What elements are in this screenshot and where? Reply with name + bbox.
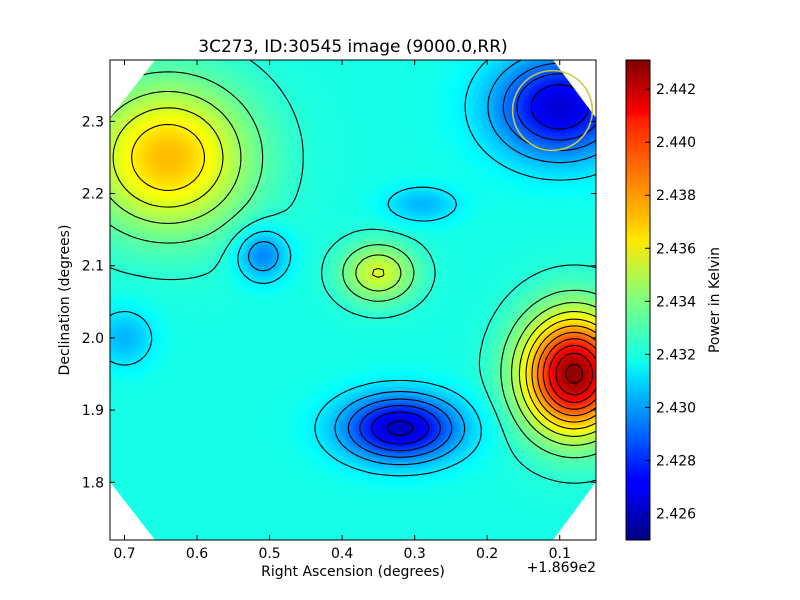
y-axis-label: Declination (degrees)	[57, 225, 73, 376]
colorbar-tick-label: 2.432	[656, 347, 696, 363]
plot-area	[110, 60, 596, 540]
x-tick-label: 0.4	[331, 546, 353, 562]
plot-frame	[109, 59, 597, 541]
x-tick-label: 0.1	[549, 546, 571, 562]
y-tick-label: 2.2	[82, 187, 104, 203]
contour-line	[110, 90, 596, 446]
colorbar-tick-label: 2.440	[656, 135, 696, 151]
x-tick-label: 0.7	[113, 546, 135, 562]
colorbar-tick-label: 2.434	[656, 294, 696, 310]
x-axis: 0.7 0.6 0.5 0.4 0.3 0.2 0.1	[113, 60, 571, 562]
contour-line	[247, 60, 596, 466]
colorbar-tick-label: 2.428	[656, 453, 696, 469]
contour-line	[110, 60, 596, 484]
contour-line	[548, 344, 596, 403]
y-tick-label: 1.9	[82, 403, 104, 419]
colorbar-tick-label: 2.442	[656, 82, 696, 98]
contour-line	[542, 338, 596, 410]
y-tick-label: 2.0	[82, 331, 104, 347]
contour-line	[555, 352, 594, 396]
y-tick-label: 2.3	[82, 114, 104, 130]
colorbar-tick-label: 2.426	[656, 506, 696, 522]
colorbar-gradient	[625, 59, 651, 541]
colorbar-label: Power in Kelvin	[707, 247, 723, 353]
colorbar-tick-label: 2.436	[656, 241, 696, 257]
x-tick-label: 0.5	[258, 546, 280, 562]
x-axis-offset-label: +1.869e2	[527, 560, 596, 576]
y-tick-label: 2.1	[82, 259, 104, 275]
contour-line	[386, 420, 414, 436]
colorbar-ticks: 2.426 2.428 2.430 2.432 2.434 2.436 2.438 2.440…	[645, 82, 696, 522]
y-tick-label: 1.8	[82, 475, 104, 491]
contour-line	[565, 363, 584, 384]
contour-line	[531, 325, 596, 423]
x-tick-label: 0.3	[404, 546, 426, 562]
contour-line	[131, 123, 596, 430]
colorbar: 2.426 2.428 2.430 2.432 2.434 2.436 2.438 2.440…	[625, 59, 723, 541]
contour-line	[537, 331, 596, 417]
contour-line	[112, 107, 596, 437]
x-axis-label: Right Ascension (degrees)	[261, 564, 445, 580]
x-tick-label: 0.2	[476, 546, 498, 562]
heatmap-image	[110, 60, 596, 540]
chart-title: 3C273, ID:30545 image (9000.0,RR)	[198, 37, 507, 57]
beam-marker	[511, 69, 594, 152]
contour-line	[110, 60, 596, 477]
colorbar-tick-label: 2.438	[656, 188, 696, 204]
colorbar-tick-label: 2.430	[656, 400, 696, 416]
x-tick-label: 0.6	[186, 546, 208, 562]
y-axis: 1.8 1.9 2.0 2.1 2.2 2.3	[82, 114, 596, 491]
